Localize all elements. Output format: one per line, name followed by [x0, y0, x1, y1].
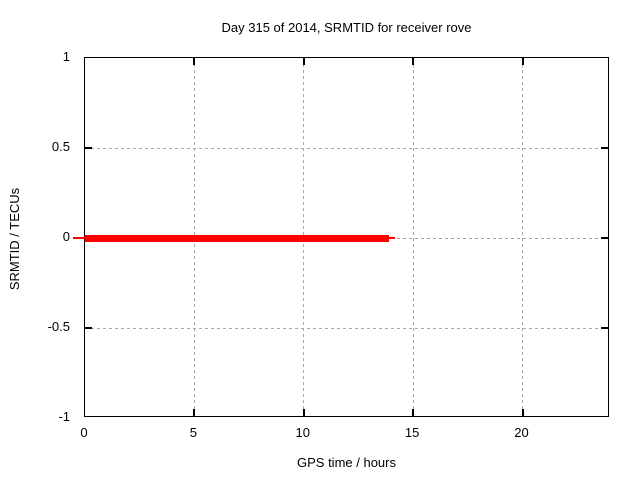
- x-tick-top: [302, 58, 305, 65]
- x-tick-label: 5: [189, 425, 197, 440]
- y-tick-right: [601, 327, 608, 329]
- x-tick-label: 15: [404, 425, 420, 440]
- x-tick-top: [193, 58, 196, 65]
- y-tick-left: [85, 327, 92, 329]
- y-tick-label: -1: [58, 409, 70, 424]
- plot-area: [73, 57, 609, 417]
- y-tick-right: [601, 237, 608, 239]
- x-tick-bottom: [412, 409, 415, 416]
- x-tick-bottom: [193, 409, 196, 416]
- y-gridline: [85, 147, 608, 149]
- y-tick-label: 0.5: [51, 139, 70, 154]
- series-line: [85, 234, 390, 242]
- y-tick-right: [601, 147, 608, 149]
- y-tick-label: 0: [62, 229, 70, 244]
- x-tick-top: [521, 58, 524, 65]
- chart-title: Day 315 of 2014, SRMTID for receiver rov…: [221, 20, 472, 35]
- x-gridline: [412, 58, 414, 416]
- y-tick-left: [85, 147, 92, 149]
- x-tick-bottom: [302, 409, 305, 416]
- x-tick-label: 10: [295, 425, 310, 440]
- x-tick-label: 0: [80, 425, 88, 440]
- x-tick-top: [412, 58, 415, 65]
- y-tick-label: 1: [62, 49, 70, 64]
- x-tick-bottom: [521, 409, 524, 416]
- x-gridline: [522, 58, 523, 416]
- x-axis-label: GPS time / hours: [297, 455, 396, 470]
- y-tick-label: -0.5: [47, 319, 70, 334]
- x-tick-label: 20: [514, 425, 529, 440]
- y-gridline: [85, 327, 608, 329]
